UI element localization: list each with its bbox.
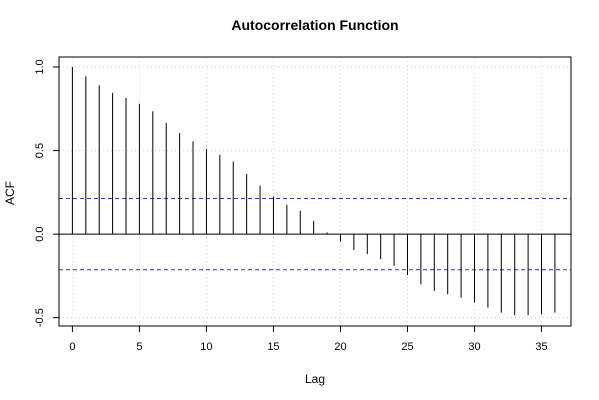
x-tick-label: 35 <box>535 341 547 353</box>
x-tick-label: 25 <box>401 341 413 353</box>
plot-frame <box>58 56 572 327</box>
x-tick-label: 0 <box>69 341 75 353</box>
y-tick-label: 1.0 <box>34 59 46 74</box>
y-tick-label: 0.5 <box>34 143 46 158</box>
y-tick-label: -0.5 <box>34 308 46 327</box>
y-tick-label: 0.0 <box>34 226 46 241</box>
x-tick-label: 30 <box>468 341 480 353</box>
chart-title: Autocorrelation Function <box>231 17 398 33</box>
x-tick-label: 5 <box>136 341 142 353</box>
x-tick-label: 10 <box>200 341 212 353</box>
y-axis: -0.5 0.0 0.5 1.0 <box>34 59 59 327</box>
x-axis-label: Lag <box>305 372 325 386</box>
y-axis-label: ACF <box>3 181 17 205</box>
confidence-bounds <box>59 198 571 271</box>
x-tick-label: 20 <box>334 341 346 353</box>
x-tick-label: 15 <box>267 341 279 353</box>
grid <box>59 57 571 326</box>
acf-bars <box>71 67 556 316</box>
x-axis: 0 5 10 15 20 25 30 35 <box>69 326 548 353</box>
